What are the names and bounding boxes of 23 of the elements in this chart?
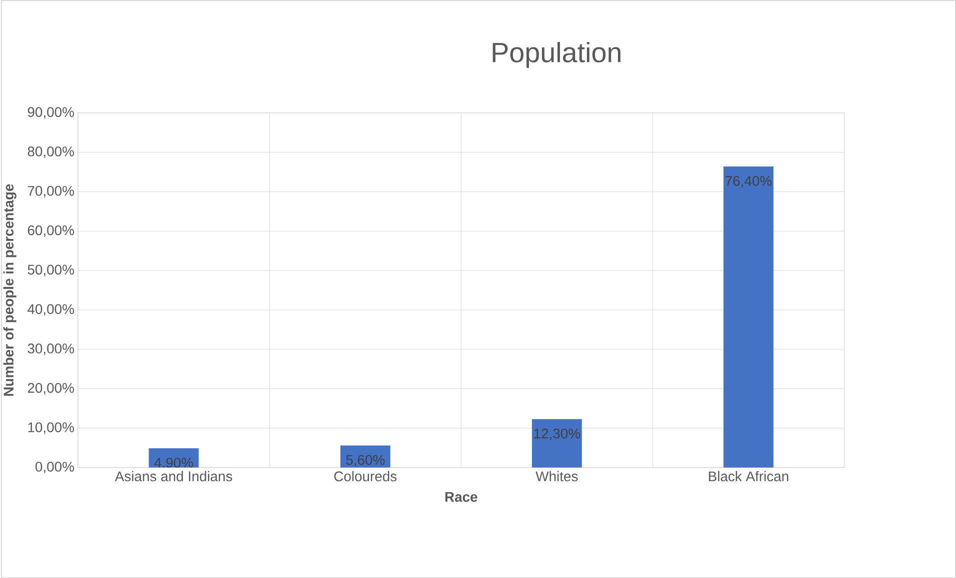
chart-title: Population	[492, 42, 620, 68]
y-tick-label: 0,00%	[35, 462, 74, 474]
x-tick-label: Black African	[708, 470, 788, 482]
y-tick-label: 80,00%	[28, 146, 74, 158]
y-tick-label: 60,00%	[28, 225, 74, 237]
x-tick-label: Coloureds	[334, 470, 397, 482]
x-tick-label: Asians and Indians	[114, 470, 232, 482]
x-tick-label: Whites	[536, 470, 578, 482]
y-axis-title: Number of people in percentage	[3, 184, 16, 396]
y-tick-label: 40,00%	[28, 304, 74, 316]
bar	[532, 418, 582, 468]
y-tick-label: 70,00%	[28, 186, 74, 198]
y-tick-label: 20,00%	[28, 382, 74, 394]
data-label: 4,90%	[154, 458, 194, 470]
y-tick-label: 50,00%	[28, 264, 74, 276]
bar	[723, 166, 774, 468]
data-label: 5,60%	[346, 454, 385, 466]
data-label: 12,30%	[534, 428, 580, 440]
y-tick-label: 90,00%	[28, 106, 74, 118]
y-tick-label: 10,00%	[28, 422, 74, 434]
data-label: 76,40%	[726, 176, 772, 188]
x-axis-title: Race	[445, 492, 478, 502]
y-tick-label: 30,00%	[28, 343, 74, 355]
